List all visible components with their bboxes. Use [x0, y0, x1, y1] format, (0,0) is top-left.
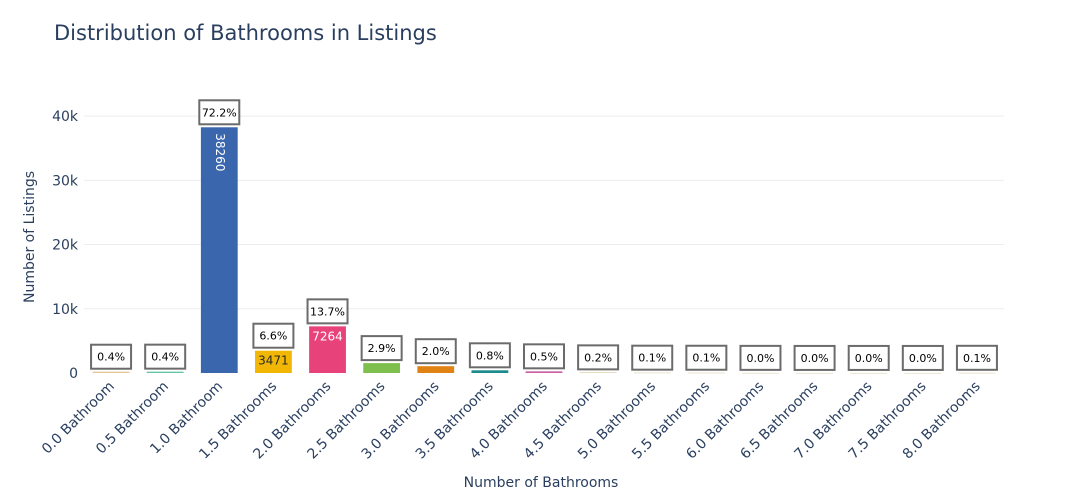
percent-box	[306, 298, 349, 325]
bar	[742, 372, 779, 374]
percent-label: 0.0%	[855, 352, 883, 365]
percent-annotation: 0.4%	[144, 343, 187, 370]
y-axis-title: Number of Listings	[22, 171, 38, 303]
bar	[850, 372, 888, 374]
bar	[146, 371, 184, 373]
bar-value-label: 38260	[213, 133, 227, 171]
bar	[633, 372, 671, 374]
chart-title: Distribution of Bathrooms in Listings	[54, 21, 437, 45]
bar	[471, 370, 509, 373]
percent-annotation: 13.7%	[306, 298, 349, 325]
percent-annotation: 0.1%	[631, 344, 674, 371]
percent-box	[847, 344, 890, 371]
percent-label: 0.2%	[584, 351, 612, 364]
percent-annotation: 0.2%	[577, 344, 620, 371]
percent-label: 0.0%	[801, 352, 829, 365]
bar	[525, 371, 563, 373]
percent-box	[144, 343, 187, 370]
percent-label: 0.1%	[963, 352, 991, 365]
percent-annotation: 0.4%	[90, 343, 133, 370]
bar	[417, 366, 455, 373]
percent-label: 0.4%	[151, 351, 179, 364]
percent-box	[901, 344, 944, 371]
percent-box	[252, 322, 295, 349]
percent-label: 13.7%	[310, 305, 345, 318]
percent-box	[631, 344, 674, 371]
bar	[255, 350, 292, 373]
percent-box	[360, 335, 403, 362]
percent-annotation: 2.0%	[414, 338, 457, 365]
percent-box	[739, 344, 782, 371]
bar	[92, 371, 130, 373]
bar	[958, 372, 996, 374]
percent-label: 2.9%	[368, 342, 396, 355]
bar-value-label: 7264	[312, 329, 343, 343]
percent-box	[577, 344, 620, 371]
percent-box	[793, 344, 836, 371]
percent-label: 0.1%	[692, 352, 720, 365]
percent-label: 72.2%	[202, 106, 237, 119]
bar	[796, 372, 833, 374]
bar	[363, 363, 401, 373]
y-tick-label: 0	[69, 366, 78, 382]
bar	[579, 372, 617, 373]
y-tick-label: 40k	[52, 109, 79, 125]
bar	[200, 127, 238, 374]
bars: 0.4% 0.4% 38260 72.2% 3471 6.6% 7264 13.7% 2.9% 2…	[90, 99, 998, 374]
percent-box	[198, 99, 241, 126]
percent-annotation: 6.6%	[252, 322, 295, 349]
percent-annotation: 0.1%	[685, 344, 728, 371]
percent-box	[523, 343, 565, 370]
percent-annotation: 0.5%	[523, 343, 565, 370]
percent-annotation: 0.0%	[847, 344, 890, 371]
percent-box	[685, 344, 728, 371]
y-tick-label: 20k	[52, 238, 79, 254]
bar	[904, 372, 942, 374]
percent-annotation: 72.2%	[198, 99, 241, 126]
percent-label: 2.0%	[422, 345, 450, 358]
bar	[309, 326, 346, 373]
bar-value-label: 3471	[258, 354, 289, 368]
percent-box	[414, 338, 457, 365]
percent-label: 0.0%	[746, 352, 774, 365]
percent-label: 0.4%	[97, 351, 125, 364]
percent-label: 6.6%	[259, 330, 287, 343]
percent-box	[90, 343, 133, 370]
percent-label: 0.0%	[909, 352, 937, 365]
y-axis-ticks: 0 10k 20k 30k 40k	[52, 109, 79, 382]
percent-annotation: 0.0%	[739, 344, 782, 371]
y-tick-label: 30k	[52, 173, 79, 189]
percent-box	[468, 342, 511, 369]
percent-annotation: 0.0%	[901, 344, 944, 371]
percent-box	[955, 344, 998, 371]
percent-label: 0.5%	[530, 350, 558, 363]
y-tick-label: 10k	[52, 302, 79, 318]
percent-annotation: 0.8%	[468, 342, 511, 369]
percent-annotation: 0.0%	[793, 344, 836, 371]
percent-annotation: 2.9%	[360, 335, 403, 362]
percent-label: 0.1%	[638, 352, 666, 365]
percent-annotation: 0.1%	[955, 344, 998, 371]
x-axis-title: Number of Bathrooms	[464, 475, 619, 491]
bar	[687, 372, 725, 374]
percent-label: 0.8%	[476, 349, 504, 362]
